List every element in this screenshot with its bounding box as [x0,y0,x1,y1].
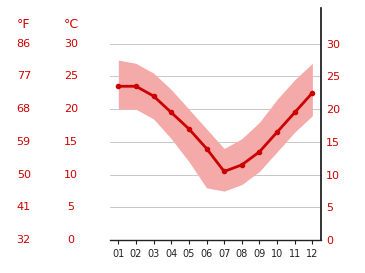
Text: 10: 10 [64,170,78,180]
Text: 0: 0 [68,235,75,245]
Text: °F: °F [17,18,30,31]
Text: 20: 20 [64,104,78,114]
Text: 41: 41 [17,203,31,212]
Text: 5: 5 [68,203,75,212]
Text: 32: 32 [17,235,31,245]
Text: °C: °C [64,18,79,31]
Text: 15: 15 [64,137,78,147]
Text: 77: 77 [16,72,31,81]
Text: 30: 30 [64,39,78,49]
Text: 25: 25 [64,72,78,81]
Text: 68: 68 [17,104,31,114]
Text: 59: 59 [17,137,31,147]
Text: 50: 50 [17,170,31,180]
Text: 86: 86 [17,39,31,49]
